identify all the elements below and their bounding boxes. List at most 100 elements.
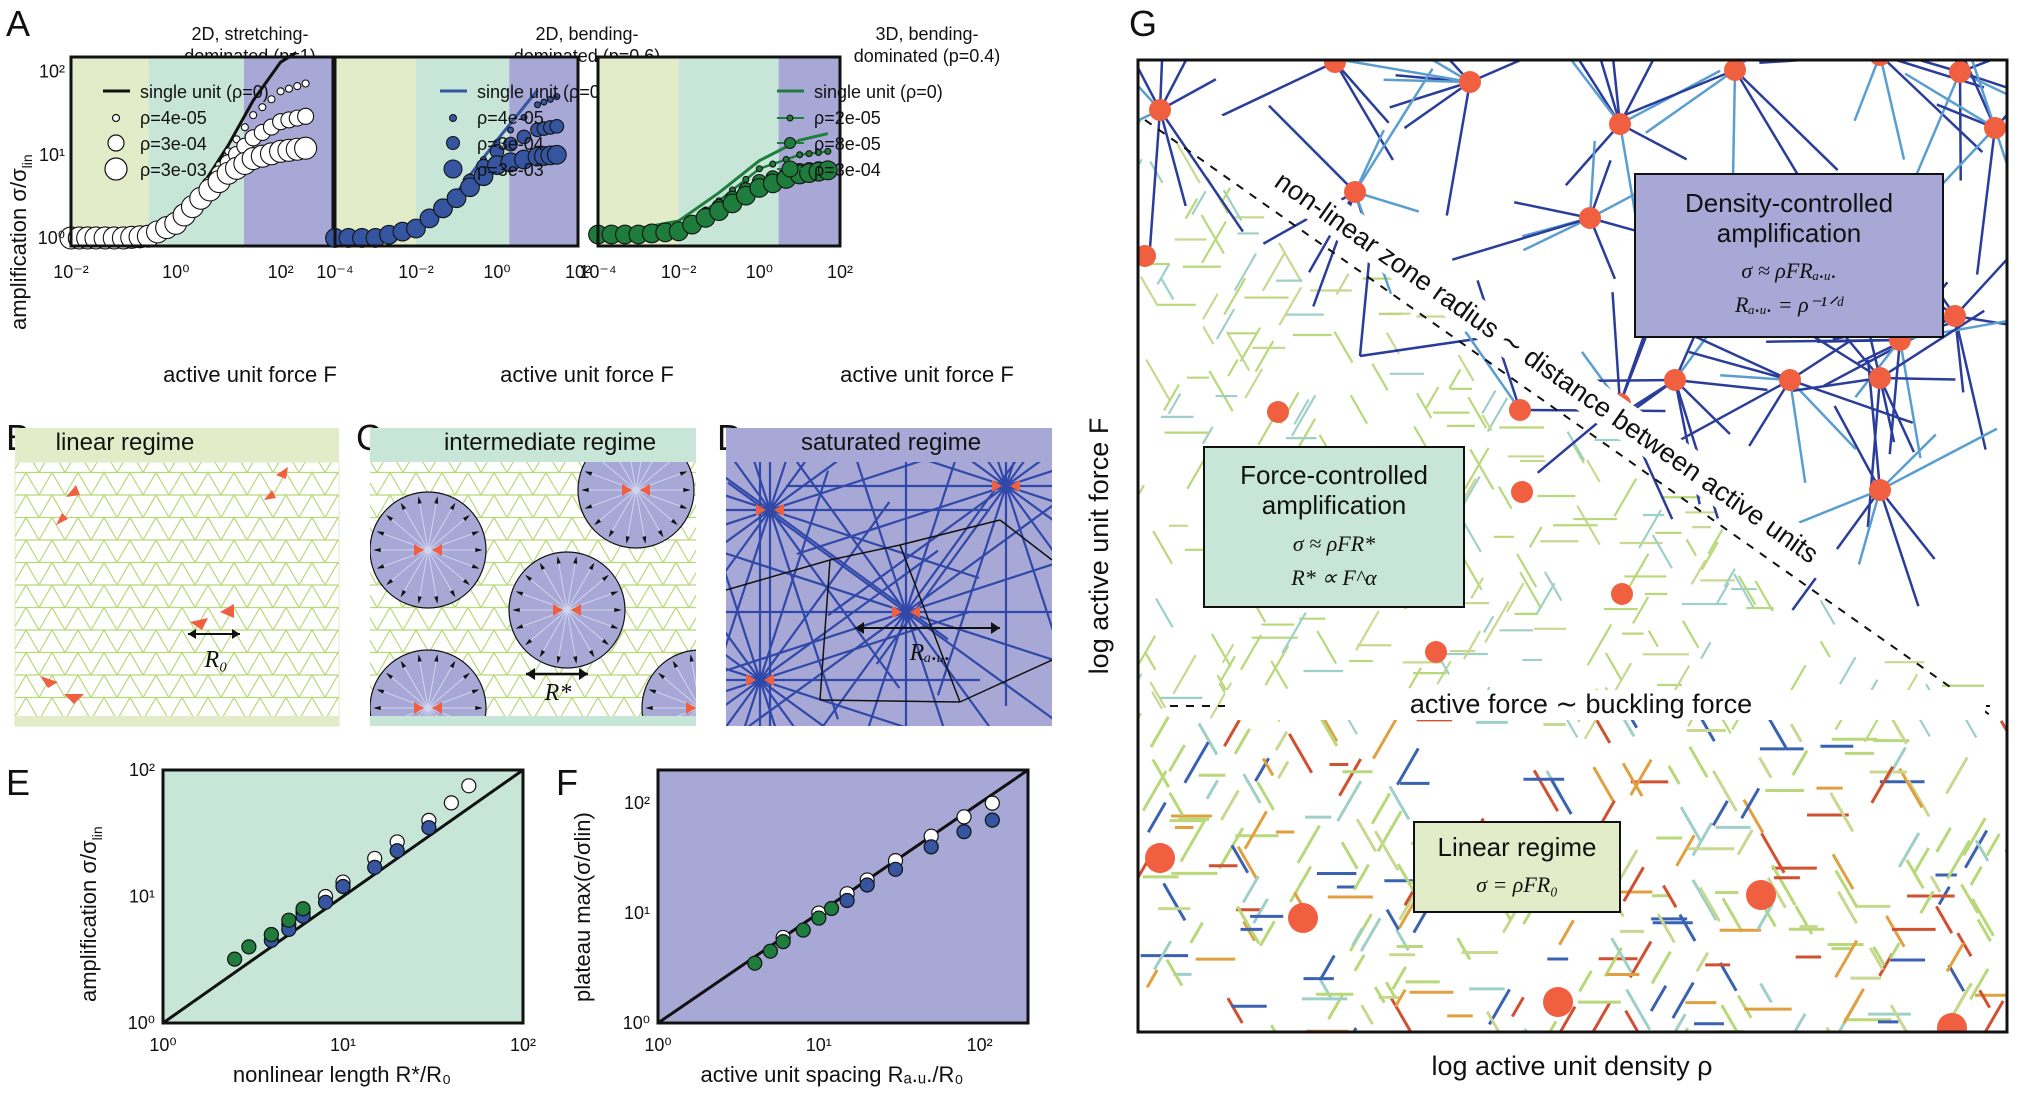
tension-ray xyxy=(726,509,771,544)
network-fiber xyxy=(1152,530,1173,565)
network-fiber xyxy=(1373,986,1386,1004)
tension-network xyxy=(726,462,1052,726)
active-unit-dot xyxy=(1870,60,1890,66)
network-fiber xyxy=(1359,917,1382,953)
network-fiber xyxy=(1566,431,1586,461)
panel-g: active force ∼ buckling force non-linear… xyxy=(1084,58,2009,1081)
zone-ray xyxy=(539,609,568,658)
zone-arrow xyxy=(601,638,610,646)
network-fiber xyxy=(1691,879,1718,921)
zone-ray xyxy=(566,609,610,646)
network-fiber xyxy=(1586,623,1613,666)
network-fiber xyxy=(1872,946,1886,967)
tension-fiber xyxy=(1199,60,1336,128)
zone-arrow xyxy=(672,660,679,669)
network-fiber xyxy=(1956,932,1973,958)
tension-ray xyxy=(905,462,1017,613)
force-box-line2: amplification xyxy=(1262,490,1407,520)
network-fiber xyxy=(1351,927,1364,947)
zone-arrow xyxy=(573,555,578,564)
force-box-eq1: σ ≈ ρFR* xyxy=(1293,531,1375,556)
zone-ray xyxy=(417,707,429,726)
panel-a3-legend: single unit (ρ=0) ρ=2e-05 ρ=8e-05 ρ=3e-0… xyxy=(777,82,943,180)
zone-arrow xyxy=(463,737,470,743)
zone-ray xyxy=(584,470,637,491)
zone-ray xyxy=(515,590,568,611)
network-fiber xyxy=(1707,528,1724,555)
network-fiber xyxy=(1838,656,1857,685)
network-fiber xyxy=(1168,744,1186,772)
zone-arrow xyxy=(610,624,619,629)
data-point xyxy=(335,878,351,895)
active-unit-pair xyxy=(553,604,581,616)
zone-ray xyxy=(635,489,679,526)
data-point xyxy=(301,79,310,88)
tension-fiber xyxy=(1618,60,1655,125)
network-fiber xyxy=(1679,806,1703,844)
x-tick-label: 10⁻⁴ xyxy=(316,262,353,282)
tension-ray xyxy=(726,552,907,614)
network-fiber xyxy=(1463,447,1490,490)
x-tick-label: 10⁻² xyxy=(661,262,697,282)
zone-arrow xyxy=(679,471,688,476)
active-unit-dot xyxy=(1869,367,1891,389)
tension-fiber xyxy=(1959,60,1995,74)
zone-ray xyxy=(566,562,595,611)
tension-fiber xyxy=(1148,109,1162,247)
panel-letter-a: A xyxy=(6,3,30,44)
network-fiber xyxy=(1591,1001,1612,1032)
data-point xyxy=(549,118,565,134)
tension-fiber xyxy=(1621,68,1736,118)
network-fiber xyxy=(1907,780,1931,818)
tension-fiber xyxy=(1878,377,1916,453)
network-fiber xyxy=(1360,1004,1374,1025)
network-fiber xyxy=(1548,1020,1558,1032)
zone-ray xyxy=(417,495,429,551)
zone-arrow xyxy=(400,589,407,598)
zone-disk xyxy=(577,462,695,549)
network-fiber xyxy=(1241,875,1260,904)
zone-arrow xyxy=(462,578,471,586)
zone-arrow xyxy=(608,529,615,538)
zone-arrow xyxy=(706,754,710,762)
tension-ray xyxy=(726,679,761,726)
active-unit-pair xyxy=(686,702,696,714)
panel-a3-plot: 10⁻⁴ 10⁻² 10⁰ 10² xyxy=(579,55,853,282)
tension-ray xyxy=(726,476,771,511)
tension-ray xyxy=(768,462,787,511)
zone-arrow xyxy=(556,656,561,665)
network-fiber xyxy=(1139,276,1159,307)
active-unit-pair xyxy=(622,484,650,496)
tension-fiber xyxy=(1898,339,1922,459)
zone-arrow xyxy=(434,653,439,662)
zone-ray xyxy=(427,660,456,709)
network-fiber xyxy=(1870,765,1894,804)
network-fiber xyxy=(1842,988,1865,1024)
network-fiber xyxy=(1685,538,1697,557)
network-fiber xyxy=(1264,644,1290,686)
network-fiber xyxy=(1252,898,1269,924)
data-point xyxy=(276,87,285,96)
network-fiber xyxy=(1627,553,1650,589)
zone-ray xyxy=(700,654,710,708)
network-fiber xyxy=(1913,847,1930,873)
zone-arrow xyxy=(386,737,393,743)
network-fiber xyxy=(1905,859,1925,890)
network-fiber xyxy=(1737,575,1757,605)
network-fiber xyxy=(1270,660,1289,690)
zone-ray xyxy=(427,514,471,551)
zone-arrow xyxy=(524,574,533,582)
network-fiber xyxy=(1791,749,1809,777)
zone-ray xyxy=(556,555,568,611)
rau-label: Rₐ.ᵤ. xyxy=(909,640,951,666)
zone-arrow xyxy=(642,536,647,545)
tension-ray xyxy=(753,462,772,511)
network-fiber xyxy=(1638,509,1663,549)
zone-arrow xyxy=(376,689,385,694)
network-fiber xyxy=(1197,722,1219,756)
zone-disk xyxy=(641,649,696,726)
data-point xyxy=(389,843,405,859)
tension-fiber xyxy=(1879,427,1998,492)
data-point xyxy=(520,113,528,121)
